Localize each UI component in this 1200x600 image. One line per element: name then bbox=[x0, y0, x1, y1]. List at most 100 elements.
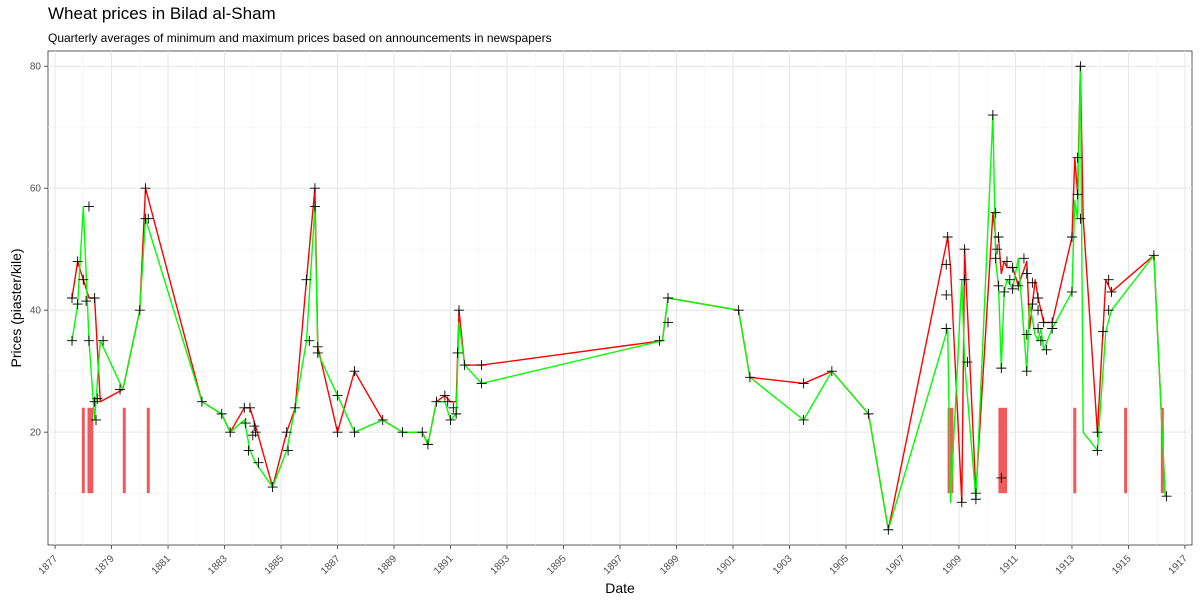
data-point-marker bbox=[1013, 280, 1024, 291]
data-point-marker bbox=[798, 378, 809, 389]
x-tick-label: 1917 bbox=[1167, 553, 1191, 577]
data-point-marker bbox=[312, 347, 323, 358]
data-point-marker bbox=[301, 274, 312, 285]
data-point-marker bbox=[244, 402, 255, 413]
data-point-marker bbox=[1038, 317, 1049, 328]
x-tick-label: 1903 bbox=[771, 553, 795, 577]
event-bar bbox=[1004, 407, 1008, 494]
data-point-marker bbox=[349, 366, 360, 377]
event-bar bbox=[1073, 407, 1077, 494]
data-point-marker bbox=[1007, 283, 1018, 294]
data-point-marker bbox=[663, 293, 674, 303]
x-tick-label: 1909 bbox=[941, 553, 965, 577]
data-point-marker bbox=[1018, 253, 1029, 264]
data-point-marker bbox=[1075, 61, 1086, 72]
data-point-marker bbox=[990, 207, 1001, 218]
data-point-marker bbox=[1098, 326, 1109, 337]
event-bar bbox=[90, 407, 94, 494]
data-point-marker bbox=[115, 384, 126, 395]
data-point-marker bbox=[1021, 329, 1032, 340]
x-tick-label: 1905 bbox=[828, 553, 852, 577]
data-point-marker bbox=[1035, 335, 1046, 346]
chart-title: Wheat prices in Bilad al-Sham bbox=[48, 4, 276, 23]
x-tick-label: 1915 bbox=[1110, 553, 1134, 577]
data-point-marker bbox=[941, 323, 952, 334]
data-point-marker bbox=[143, 213, 154, 224]
data-point-marker bbox=[1075, 213, 1086, 224]
data-point-marker bbox=[733, 305, 744, 316]
series-line-min bbox=[71, 65, 1166, 531]
data-point-marker bbox=[67, 293, 78, 303]
data-point-marker bbox=[744, 372, 755, 383]
data-point-marker bbox=[451, 408, 462, 419]
data-point-marker bbox=[98, 335, 109, 346]
data-point-marker bbox=[476, 378, 487, 389]
data-point-marker bbox=[992, 244, 1003, 255]
data-point-marker bbox=[431, 396, 442, 407]
data-point-marker bbox=[445, 414, 456, 425]
data-point-marker bbox=[1041, 344, 1052, 355]
data-point-marker bbox=[196, 396, 207, 407]
data-point-marker bbox=[883, 524, 894, 535]
data-point-marker bbox=[999, 286, 1010, 297]
data-point-marker bbox=[1027, 299, 1038, 310]
data-point-marker bbox=[134, 305, 145, 316]
data-point-marker bbox=[863, 408, 874, 419]
data-point-marker bbox=[216, 408, 227, 419]
data-point-marker bbox=[798, 414, 809, 425]
data-point-marker bbox=[78, 274, 89, 285]
event-bar bbox=[998, 407, 1002, 494]
data-point-marker bbox=[140, 183, 151, 194]
data-point-marker bbox=[89, 293, 100, 303]
data-point-marker bbox=[1148, 250, 1159, 261]
event-bar bbox=[81, 407, 85, 494]
x-tick-label: 1887 bbox=[319, 553, 343, 577]
data-point-marker bbox=[1106, 286, 1117, 297]
data-point-marker bbox=[304, 335, 315, 346]
data-point-marker bbox=[448, 402, 459, 413]
x-tick-label: 1895 bbox=[545, 553, 569, 577]
x-tick-label: 1893 bbox=[489, 553, 513, 577]
data-point-marker bbox=[309, 183, 320, 194]
data-point-marker bbox=[956, 497, 967, 508]
data-point-marker bbox=[654, 335, 665, 346]
data-point-marker bbox=[1072, 152, 1083, 163]
chart-subtitle: Quarterly averages of minimum and maximu… bbox=[48, 31, 552, 45]
data-point-marker bbox=[377, 414, 388, 425]
data-point-marker bbox=[1092, 445, 1103, 456]
x-tick-label: 1891 bbox=[432, 553, 456, 577]
x-tick-label: 1883 bbox=[206, 553, 230, 577]
data-point-marker bbox=[290, 402, 301, 413]
y-tick-label: 40 bbox=[30, 306, 42, 317]
data-point-marker bbox=[993, 280, 1004, 291]
data-point-marker bbox=[92, 393, 103, 404]
data-point-marker bbox=[959, 244, 970, 255]
data-point-marker bbox=[283, 445, 294, 456]
data-point-marker bbox=[332, 427, 343, 438]
data-point-marker bbox=[452, 347, 463, 358]
data-point-marker bbox=[1047, 323, 1058, 334]
data-point-marker bbox=[1066, 232, 1077, 243]
x-tick-label: 1885 bbox=[263, 553, 287, 577]
data-markers bbox=[67, 61, 1172, 535]
x-tick-label: 1877 bbox=[37, 553, 61, 577]
data-point-marker bbox=[83, 335, 94, 346]
event-bar bbox=[1124, 407, 1128, 494]
data-point-marker bbox=[225, 427, 236, 438]
data-point-marker bbox=[240, 418, 251, 429]
data-point-marker bbox=[996, 472, 1007, 483]
data-point-marker bbox=[1004, 274, 1015, 285]
x-tick-label: 1881 bbox=[150, 553, 174, 577]
data-point-marker bbox=[962, 357, 973, 368]
y-tick-label: 20 bbox=[30, 428, 42, 439]
x-tick-label: 1879 bbox=[93, 553, 117, 577]
data-point-marker bbox=[1103, 305, 1114, 316]
event-bar bbox=[146, 407, 150, 494]
data-point-marker bbox=[309, 201, 320, 212]
data-point-marker bbox=[1007, 262, 1018, 273]
data-point-marker bbox=[996, 363, 1007, 374]
data-point-marker bbox=[422, 439, 433, 450]
data-point-marker bbox=[439, 390, 450, 401]
data-point-marker bbox=[987, 110, 998, 121]
